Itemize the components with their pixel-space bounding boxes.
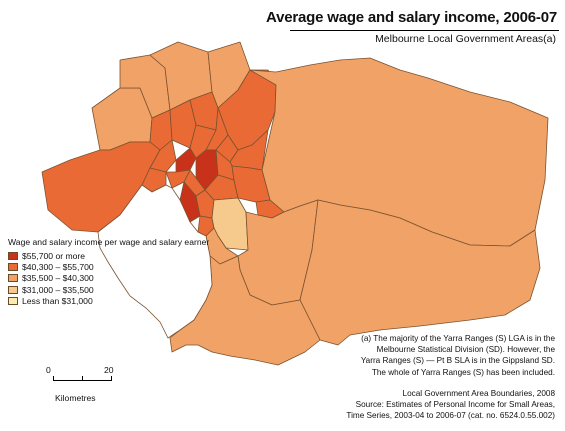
source-line: Local Government Area Boundaries, 2008 <box>402 389 555 398</box>
scale-tick <box>82 376 83 380</box>
footnote-line: Yarra Ranges (S) — Pt B SLA is in the Gi… <box>360 356 555 366</box>
scale-tick <box>111 376 112 380</box>
bay-interior <box>97 184 213 339</box>
footnote-line: Melbourne Statistical Division (SD). How… <box>376 345 555 355</box>
legend-label: $40,300 – $55,700 <box>22 262 94 273</box>
legend-swatch <box>8 297 18 306</box>
footnote: (a) The majority of the Yarra Ranges (S)… <box>345 333 555 378</box>
legend-item: Less than $31,000 <box>8 296 209 307</box>
legend-label: Less than $31,000 <box>22 296 93 307</box>
source-note: Local Government Area Boundaries, 2008 S… <box>346 388 555 422</box>
source-line: Time Series, 2003-04 to 2006-07 (cat. no… <box>346 411 555 421</box>
scale-unit-label: Kilometres <box>55 393 96 403</box>
scale-end-label: 20 <box>104 365 114 375</box>
footnote-line: The whole of Yarra Ranges (S) has been i… <box>371 367 555 377</box>
region-port-phillip <box>165 169 191 189</box>
source-line: Source: Estimates of Personal Income for… <box>355 400 555 410</box>
legend-swatch <box>8 285 18 294</box>
footnote-line: (a) The majority of the Yarra Ranges (S)… <box>361 334 555 343</box>
legend-label: $31,000 – $35,500 <box>22 284 94 295</box>
legend-item: $40,300 – $55,700 <box>8 261 209 272</box>
legend-label: $55,700 or more <box>22 250 86 261</box>
scale-line <box>53 380 112 381</box>
region-melton <box>91 87 153 151</box>
legend-label: $35,500 – $40,300 <box>22 273 94 284</box>
region-melbourne <box>175 147 197 173</box>
map-title: Average wage and salary income, 2006-07 <box>266 9 557 26</box>
legend-item: $35,500 – $40,300 <box>8 273 209 284</box>
scale-start-label: 0 <box>46 365 51 375</box>
map-subtitle: Melbourne Local Government Areas(a) <box>375 33 556 45</box>
legend-title: Wage and salary income per wage and sala… <box>8 237 210 247</box>
legend-item: $55,700 or more <box>8 250 209 261</box>
legend-item: $31,000 – $35,500 <box>8 284 209 295</box>
map-legend: Wage and salary income per wage and sala… <box>8 237 209 307</box>
scale-tick <box>53 376 54 380</box>
legend-swatch <box>8 274 18 283</box>
legend-swatch <box>8 263 18 272</box>
region-cardinia <box>299 199 541 346</box>
title-rule <box>290 30 559 31</box>
region-bayside <box>179 181 201 223</box>
scale-bar: 0 20 Kilometres <box>46 365 126 405</box>
legend-swatch <box>8 251 18 260</box>
